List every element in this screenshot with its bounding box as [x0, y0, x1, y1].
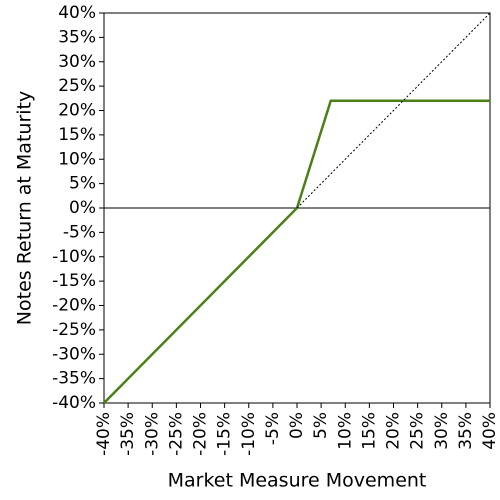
x-tick-label: 0%: [287, 412, 307, 439]
x-tick-label: -5%: [263, 412, 283, 445]
y-tick-label: 40%: [58, 3, 96, 23]
series-line: [296, 12, 491, 209]
x-tick-label: -15%: [215, 412, 235, 456]
y-tick-label: -10%: [52, 247, 96, 267]
series-line: [103, 99, 490, 404]
x-tick-label: -35%: [118, 412, 138, 456]
x-tick-label: 40%: [480, 412, 500, 450]
x-tick-label: -10%: [239, 412, 259, 456]
y-axis-label: Notes Return at Maturity: [14, 91, 36, 325]
y-tick-label: 35%: [58, 27, 96, 47]
x-tick-label: 20%: [384, 412, 404, 450]
x-tick-label: 30%: [432, 412, 452, 450]
y-tick-label: -35%: [52, 369, 96, 389]
y-tick-label: 10%: [58, 149, 96, 169]
y-tick-label: 0%: [69, 198, 96, 218]
x-tick-label: -25%: [166, 412, 186, 456]
x-tick-label: -40%: [94, 412, 114, 456]
y-tick-label: 20%: [58, 101, 96, 121]
y-tick-label: -20%: [52, 296, 96, 316]
y-tick-label: -15%: [52, 271, 96, 291]
x-tick-label: -20%: [191, 412, 211, 456]
y-tick-label: 25%: [58, 76, 96, 96]
y-tick-label: 30%: [58, 52, 96, 72]
x-axis-label: Market Measure Movement: [168, 470, 427, 492]
x-tick-label: 25%: [408, 412, 428, 450]
y-tick-label: -5%: [63, 222, 96, 242]
y-tick-label: 15%: [58, 125, 96, 145]
x-tick-label: 15%: [359, 412, 379, 450]
y-tick-label: -40%: [52, 393, 96, 413]
y-tick-label: -25%: [52, 320, 96, 340]
x-tick-label: 10%: [335, 412, 355, 450]
y-tick-label: -30%: [52, 344, 96, 364]
y-tick-label: 5%: [69, 174, 96, 194]
x-tick-label: -30%: [142, 412, 162, 456]
x-tick-label: 5%: [311, 412, 331, 439]
x-tick-label: 35%: [456, 412, 476, 450]
